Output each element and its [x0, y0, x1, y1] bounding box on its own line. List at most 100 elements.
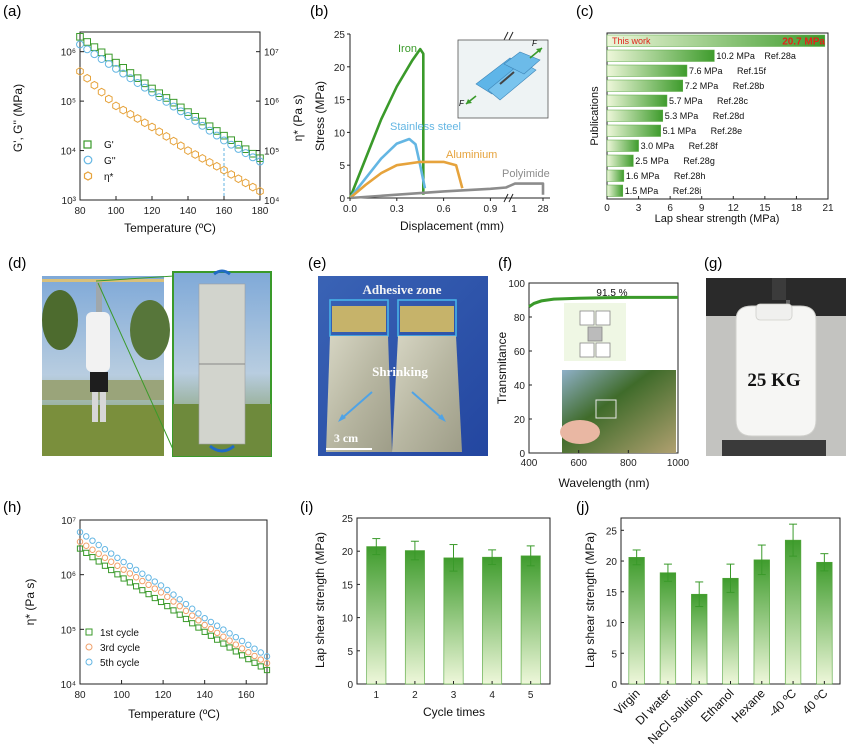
chart-c-x-tick-label: 18	[791, 203, 803, 214]
chart-f-line	[528, 295, 678, 309]
chart-a-x-tick-label: 120	[144, 206, 161, 217]
chart-j-y-tick-label: 20	[606, 557, 618, 568]
chart-j-bar	[816, 561, 833, 685]
chart-b-axis-break	[503, 31, 514, 203]
chart-h-point-s0	[95, 558, 102, 565]
chart-a-y2-tick-label: 10⁶	[264, 97, 279, 108]
chart-j-y-tick-label: 15	[606, 588, 618, 599]
chart-j-bar	[722, 577, 739, 685]
lap-shear-schematic: F F	[457, 39, 549, 119]
chart-c-x-tick-label: 3	[636, 203, 642, 214]
chart-h-cycle-viscosity: 80 100 120 140 160 10⁴ 10⁵ 10⁶ 10⁷ Temperature …	[23, 516, 271, 721]
chart-a-xlabel: Temperature (ºC)	[124, 221, 216, 235]
chart-a-x-tick-label: 80	[74, 206, 86, 217]
chart-h-point-s0	[214, 636, 221, 643]
chart-h-point-s0	[170, 607, 177, 614]
chart-h-point-s0	[263, 666, 271, 674]
chart-h-point-s0	[145, 591, 152, 598]
chart-j-bars	[628, 523, 833, 685]
chart-a-point-s2	[119, 105, 127, 115]
panel-label-c: (c)	[576, 3, 594, 20]
chart-h-point-s1	[114, 562, 121, 569]
chart-h-point-s1	[182, 607, 190, 615]
chart-a-point-s1	[169, 102, 178, 111]
chart-a-point-s0	[177, 103, 185, 112]
chart-h-point-s2	[213, 622, 221, 630]
chart-c-bar-ref-label: Ref.28a	[764, 51, 796, 61]
svg-text:F: F	[459, 99, 465, 108]
chart-h-x-ticks: 80 100 120 140 160	[74, 680, 255, 701]
legend-5th-cycle-marker	[85, 658, 93, 666]
chart-a-point-s1	[234, 144, 243, 153]
chart-j-y-tick-label: 5	[611, 649, 617, 660]
chart-b-y-tick-label: 25	[334, 30, 346, 41]
chart-c-bar	[606, 109, 664, 122]
photo-e-shrinking: Adhesive zone Shrinking 3 cm	[318, 276, 488, 456]
chart-h-point-s1	[76, 538, 84, 545]
chart-c-publication-comparison: This work 20.7 MPa 10.2 MPa Ref.28a 7.6 MPa R…	[589, 32, 834, 225]
chart-b-x-tick-label: 0.9	[483, 204, 497, 215]
chart-h-point-s0	[201, 628, 208, 635]
chart-h-point-s0	[220, 640, 227, 647]
chart-j-y-ticks: 0 5 10 15 20 25	[606, 526, 624, 691]
chart-a-point-s0	[119, 64, 128, 72]
chart-f-y-tick-label: 60	[514, 347, 526, 358]
chart-i-y-tick-label: 20	[342, 547, 354, 558]
legend-1st-cycle-marker	[85, 628, 93, 636]
chart-c-bar	[606, 139, 639, 152]
chart-c-bar-value-label: 5.3 MPa	[665, 111, 699, 121]
chart-c-bar-value-label: 1.5 MPa	[625, 186, 659, 196]
chart-a-point-s2	[155, 127, 163, 137]
chart-c-bar-value-label: 5.7 MPa	[669, 96, 703, 106]
chart-c-bar-value-label: 3.0 MPa	[641, 141, 675, 151]
chart-a-point-s2	[76, 67, 84, 76]
chart-a-y2-tick-label: 10⁵	[264, 147, 279, 158]
chart-f-series	[528, 295, 678, 309]
panel-label-i: (i)	[300, 499, 313, 516]
chart-h-point-s1	[207, 625, 215, 633]
chart-h-point-s2	[170, 591, 177, 598]
chart-h-point-s1	[132, 574, 140, 581]
chart-a-point-s1	[162, 97, 171, 106]
chart-h-legend: 1st cycle 3rd cycle 5th cycle	[85, 628, 140, 669]
chart-c-x-tick-label: 0	[604, 203, 610, 214]
chart-j-x-tick-label: Ethanol	[698, 686, 737, 725]
chart-h-point-s1	[232, 641, 240, 648]
chart-a-y2-tick-label: 10⁷	[264, 48, 279, 59]
chart-i-bars	[366, 538, 541, 685]
chart-a-y-tick-label: 10³	[62, 196, 77, 207]
chart-i-bar	[520, 555, 541, 685]
chart-h-point-s0	[83, 549, 90, 556]
chart-b-x-ticks: 0.0 0.3 0.6 0.9 28 1	[343, 198, 549, 215]
chart-a-point-s1	[133, 79, 142, 87]
chart-f-x-tick-label: 600	[570, 458, 587, 469]
chart-i-xlabel: Cycle times	[423, 705, 485, 719]
chart-h-point-s1	[83, 542, 90, 549]
chart-h-point-s1	[101, 554, 109, 561]
chart-c-bar-ref-label: Ref.28h	[674, 171, 706, 181]
legend-3rd-cycle-marker	[85, 643, 93, 651]
chart-a-point-s2	[162, 132, 171, 141]
chart-h-points	[76, 528, 271, 674]
photo-d-hanging-test	[42, 269, 272, 457]
chart-a-point-s2	[133, 114, 142, 123]
chart-f-ylabel: Transmitance	[495, 332, 509, 405]
legend-eta-marker	[83, 171, 93, 181]
chart-h-point-s0	[226, 644, 233, 651]
chart-h-point-s0	[157, 598, 165, 606]
chart-h-point-s0	[76, 545, 84, 552]
chart-h-point-s2	[176, 596, 183, 603]
chart-h-point-s1	[257, 656, 264, 663]
chart-h-point-s2	[182, 600, 190, 608]
chart-h-point-s2	[195, 610, 202, 617]
chart-i-y-tick-label: 10	[342, 614, 354, 625]
chart-i-bar	[404, 550, 425, 685]
chart-a-point-s1	[212, 131, 221, 140]
chart-h-point-s0	[232, 648, 239, 655]
chart-c-bar-ref-label: Ref.28f	[689, 141, 719, 151]
chart-h-point-s1	[263, 659, 271, 667]
chart-a-point-s2	[90, 80, 99, 90]
chart-h-point-s2	[251, 645, 258, 652]
chart-h-point-s0	[89, 554, 96, 561]
chart-a-point-s1	[176, 107, 185, 116]
